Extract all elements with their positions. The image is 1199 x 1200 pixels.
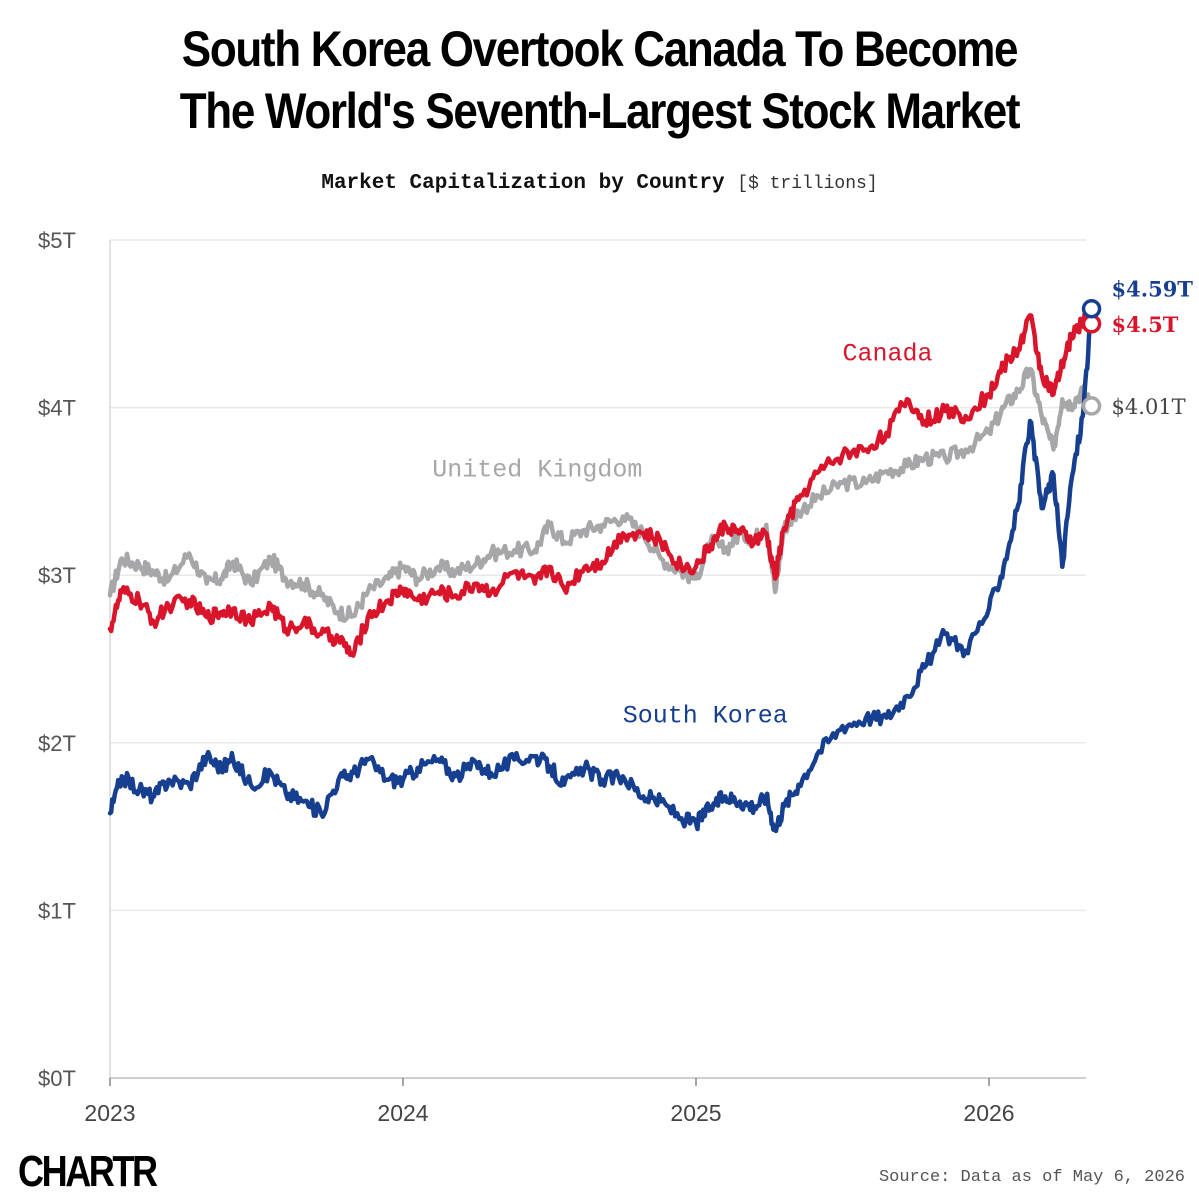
series-line-united-kingdom [107, 366, 1094, 623]
title-line-2: The World's Seventh-Largest Stock Market [179, 83, 1021, 139]
end-value-label: $4.01T [1112, 395, 1186, 419]
series-line-canada [107, 311, 1094, 658]
end-value-label: $4.59T [1112, 277, 1194, 302]
title-line-1: South Korea Overtook Canada To Become [181, 21, 1019, 77]
end-value-label: $4.5T [1112, 312, 1179, 337]
series-annotation: South Korea [623, 702, 788, 731]
y-tick-label: $2T [38, 731, 76, 756]
y-tick-label: $0T [38, 1066, 76, 1091]
series-annotation: United Kingdom [432, 455, 642, 484]
y-tick-label: $1T [38, 898, 76, 923]
x-tick-label: 2026 [963, 1100, 1014, 1126]
subtitle-unit: [$ trillions] [737, 174, 878, 194]
chart-subtitle: Market Capitalization by Country [$ tril… [0, 172, 1199, 195]
x-tick-label: 2025 [670, 1100, 721, 1126]
chart-title: South Korea Overtook Canada To Become Th… [72, 18, 1127, 142]
source-note: Source: Data as of May 6, 2026 [878, 1168, 1185, 1187]
y-tick-label: $5T [38, 228, 76, 253]
x-tick-label: 2023 [84, 1100, 135, 1126]
series-annotation: Canada [843, 340, 933, 369]
series-line-south-korea [107, 306, 1094, 834]
end-point-marker [1081, 298, 1102, 319]
x-tick-label: 2024 [377, 1100, 428, 1126]
y-tick-label: $3T [38, 563, 76, 588]
subtitle-text: Market Capitalization by Country [321, 172, 725, 195]
chartr-logo: CHARTR [18, 1147, 158, 1196]
end-point-marker [1081, 396, 1102, 416]
y-tick-label: $4T [38, 396, 76, 421]
